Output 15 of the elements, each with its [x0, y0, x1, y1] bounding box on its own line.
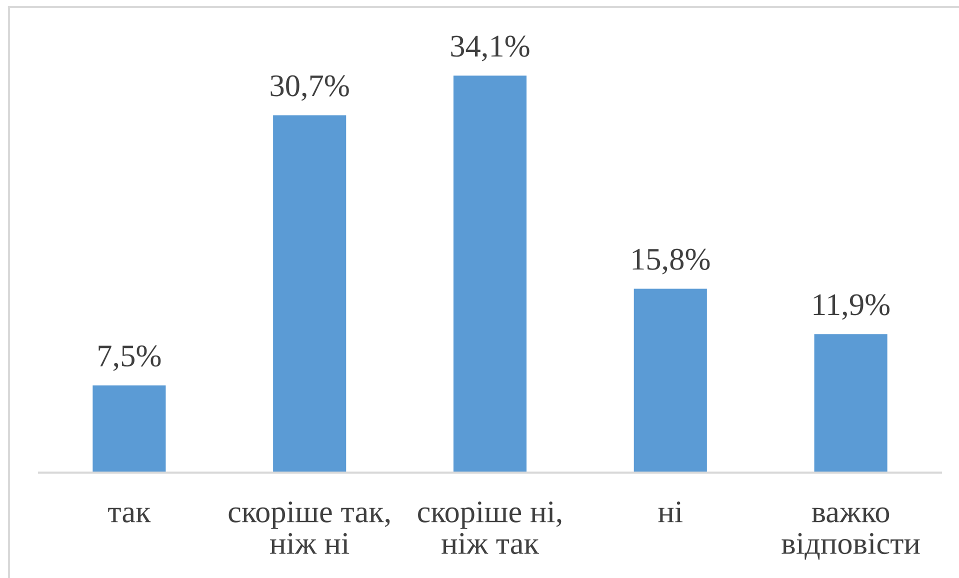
bar — [92, 385, 166, 473]
x-tick-label: так — [108, 508, 151, 522]
bar — [814, 334, 888, 473]
data-label: 34,1% — [451, 36, 530, 62]
data-label: 15,8% — [632, 248, 710, 274]
x-tick-label: ні — [658, 501, 683, 522]
bar — [273, 115, 346, 473]
x-tick-label: скоріше так, ніж ні — [228, 501, 390, 554]
x-tick-label: важко відповісти — [782, 507, 920, 560]
bar — [634, 288, 707, 473]
data-label: 7,5% — [98, 345, 161, 372]
x-tick-label: скоріше ні, ніж так — [418, 501, 562, 554]
data-label: 11,9% — [814, 294, 890, 320]
data-label: 30,7% — [270, 75, 349, 101]
bar — [453, 76, 527, 473]
